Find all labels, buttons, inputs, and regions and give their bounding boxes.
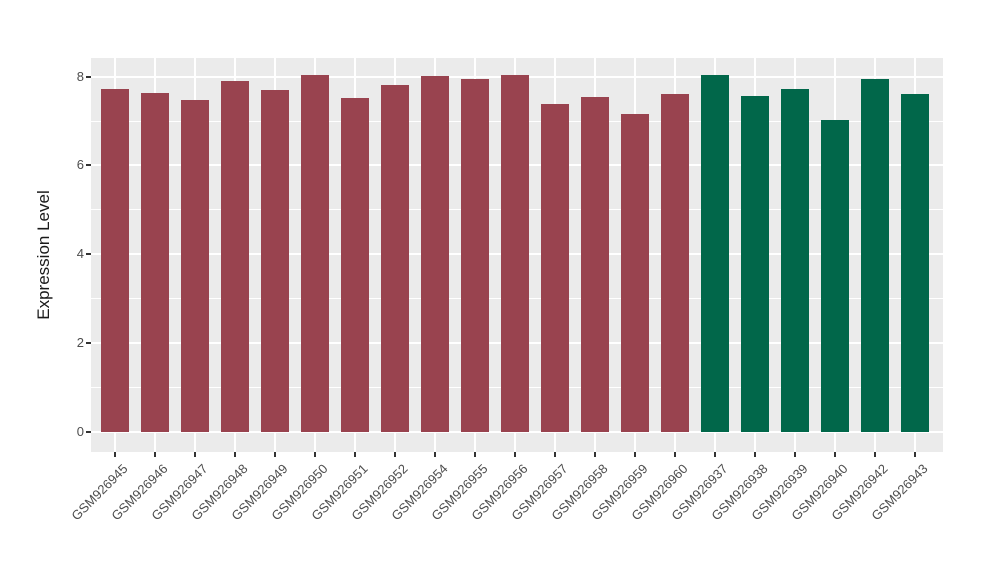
y-tick-label-4: 4: [76, 246, 84, 262]
y-tick-mark: [86, 430, 91, 433]
x-tick-mark: [834, 452, 836, 457]
bar-GSM926940: [821, 120, 849, 432]
bar-GSM926937: [701, 75, 729, 432]
bar-GSM926946: [141, 93, 169, 432]
y-tick-mark: [86, 253, 91, 256]
bar-GSM926939: [781, 89, 809, 432]
x-tick-mark: [514, 452, 516, 457]
x-tick-mark: [274, 452, 276, 457]
y-tick-label-2: 2: [76, 334, 84, 350]
bar-GSM926959: [621, 113, 649, 432]
bar-GSM926960: [661, 94, 689, 432]
x-tick-mark: [394, 452, 396, 457]
y-tick-mark: [86, 75, 91, 78]
bar-GSM926942: [861, 79, 889, 432]
x-tick-mark: [474, 452, 476, 457]
bar-GSM926952: [381, 85, 409, 432]
x-tick-mark: [114, 452, 116, 457]
bar-GSM926947: [181, 99, 209, 432]
bar-GSM926956: [501, 74, 529, 432]
y-tick-mark: [86, 341, 91, 344]
x-tick-mark: [874, 452, 876, 457]
bar-GSM926958: [581, 97, 609, 432]
bar-GSM926938: [741, 96, 769, 432]
bar-GSM926943: [901, 93, 929, 432]
bar-GSM926949: [261, 90, 289, 432]
y-tick-mark: [86, 164, 91, 167]
x-tick-mark: [714, 452, 716, 457]
x-tick-mark: [914, 452, 916, 457]
x-tick-mark: [434, 452, 436, 457]
x-tick-mark: [634, 452, 636, 457]
bar-GSM926955: [461, 78, 489, 432]
bar-GSM926948: [221, 81, 249, 432]
x-tick-mark: [554, 452, 556, 457]
y-axis-title-text: Expression Level: [34, 190, 53, 320]
x-tick-mark: [154, 452, 156, 457]
plot-panel: [91, 58, 943, 452]
x-tick-mark: [794, 452, 796, 457]
x-tick-mark: [234, 452, 236, 457]
bar-GSM926950: [301, 74, 329, 432]
x-tick-mark: [354, 452, 356, 457]
y-tick-label-0: 0: [76, 423, 84, 439]
x-tick-mark: [594, 452, 596, 457]
bar-GSM926951: [341, 98, 369, 432]
bar-GSM926957: [541, 104, 569, 432]
x-tick-mark: [194, 452, 196, 457]
bar-GSM926945: [101, 89, 129, 432]
bar-GSM926954: [421, 75, 449, 432]
x-tick-mark: [314, 452, 316, 457]
y-tick-label-8: 8: [76, 68, 84, 84]
y-tick-label-6: 6: [76, 157, 84, 173]
x-tick-mark: [674, 452, 676, 457]
x-tick-mark: [754, 452, 756, 457]
major-gridline: [91, 430, 943, 433]
